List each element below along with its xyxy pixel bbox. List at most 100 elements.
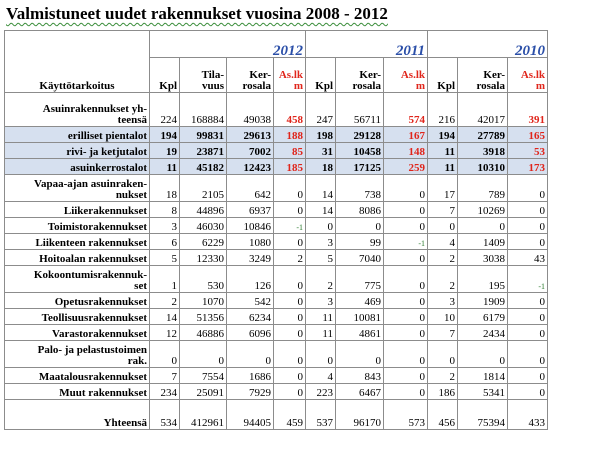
table-cell: 2 bbox=[427, 265, 458, 293]
col-kpl: Kpl bbox=[305, 57, 336, 93]
table-cell: 17125 bbox=[335, 158, 384, 175]
table-cell: 0 bbox=[273, 367, 306, 384]
table-cell: 186 bbox=[427, 383, 458, 400]
table-cell: 6229 bbox=[179, 233, 227, 250]
table-cell: 247 bbox=[305, 92, 336, 127]
table-cell: 126 bbox=[226, 265, 274, 293]
table-cell: 96170 bbox=[335, 399, 384, 430]
table-cell: 0 bbox=[383, 324, 428, 341]
table-cell: 0 bbox=[507, 174, 548, 202]
table-cell: 25091 bbox=[179, 383, 227, 400]
table-cell: 738 bbox=[335, 174, 384, 202]
table-cell: 0 bbox=[427, 340, 458, 368]
table-row: Liikerakennukset 8 44896 6937 0 14 8086 0 7 10269… bbox=[4, 201, 548, 218]
table-cell: 194 bbox=[427, 126, 458, 143]
table-cell: 433 bbox=[507, 399, 548, 430]
table-cell: 3918 bbox=[457, 142, 508, 159]
row-label: Asuinrakennukset yh- teensä bbox=[4, 92, 150, 127]
table-cell: 0 bbox=[457, 217, 508, 234]
table-row: Toimistorakennukset 3 46030 10846 -1 0 0 0 0 0 0 bbox=[4, 217, 548, 234]
table-cell: 6234 bbox=[226, 308, 274, 325]
table-cell: 2 bbox=[273, 249, 306, 266]
table-cell: 12423 bbox=[226, 158, 274, 175]
table-cell: 194 bbox=[149, 126, 180, 143]
table-cell: 0 bbox=[383, 265, 428, 293]
table-cell: 14 bbox=[305, 201, 336, 218]
col-asuntoja: As.lk m bbox=[507, 57, 548, 93]
table-cell: 2105 bbox=[179, 174, 227, 202]
table-cell: 45182 bbox=[179, 158, 227, 175]
table-row: Teollisuusrakennukset 14 51356 6234 0 11 10081… bbox=[4, 308, 548, 325]
table-cell: 0 bbox=[507, 201, 548, 218]
table-cell: 8086 bbox=[335, 201, 384, 218]
table-cell: 3038 bbox=[457, 249, 508, 266]
table-row: Asuinrakennukset yh- teensä 224 168884 4903… bbox=[4, 92, 548, 127]
table-cell: 0 bbox=[507, 324, 548, 341]
table-cell: 642 bbox=[226, 174, 274, 202]
table-cell: 10 bbox=[427, 308, 458, 325]
table-cell: 2 bbox=[305, 265, 336, 293]
table-cell: 391 bbox=[507, 92, 548, 127]
table-row: Yhteensä 534 412961 94405 459 537 96170 573 456 7… bbox=[4, 399, 548, 430]
table-cell: 51356 bbox=[179, 308, 227, 325]
table-cell: 49038 bbox=[226, 92, 274, 127]
table-cell: 6 bbox=[149, 233, 180, 250]
table-row: Palo- ja pelastustoimen rak. 0 0 0 0 0 0 0 0 0 0 bbox=[4, 340, 548, 368]
table-row: rivi- ja ketjutalot 19 23871 7002 85 31 10458 1… bbox=[4, 142, 548, 159]
table-cell: 574 bbox=[383, 92, 428, 127]
table-cell: 53 bbox=[507, 142, 548, 159]
col-kpl: Kpl bbox=[149, 57, 180, 93]
table-row: Liikenteen rakennukset 6 6229 1080 0 3 99 -1 4 14… bbox=[4, 233, 548, 250]
table-cell: 46886 bbox=[179, 324, 227, 341]
year-header-2011: 2011 bbox=[305, 30, 428, 58]
table-cell: 1814 bbox=[457, 367, 508, 384]
table-cell: -1 bbox=[507, 265, 548, 293]
col-asuntoja: As.lk m bbox=[273, 57, 306, 93]
row-label: Toimistorakennukset bbox=[4, 217, 150, 234]
table-row: erilliset pientalot 194 99831 29613 188 198 29… bbox=[4, 126, 548, 143]
table-cell: 7002 bbox=[226, 142, 274, 159]
table-cell: 6096 bbox=[226, 324, 274, 341]
table-cell: 27789 bbox=[457, 126, 508, 143]
table-cell: 56711 bbox=[335, 92, 384, 127]
table-cell: 6467 bbox=[335, 383, 384, 400]
table-cell: 530 bbox=[179, 265, 227, 293]
table-cell: 789 bbox=[457, 174, 508, 202]
table-cell: 0 bbox=[383, 217, 428, 234]
row-label: Muut rakennukset bbox=[4, 383, 150, 400]
table-cell: 0 bbox=[335, 217, 384, 234]
table-cell: 165 bbox=[507, 126, 548, 143]
row-label: Maatalousrakennukset bbox=[4, 367, 150, 384]
table-cell: 7 bbox=[149, 367, 180, 384]
purpose-label: Käyttötarkoitus bbox=[39, 80, 115, 92]
table-cell: 99 bbox=[335, 233, 384, 250]
table-cell: 1070 bbox=[179, 292, 227, 309]
table-cell: 18 bbox=[305, 158, 336, 175]
table-cell: 3249 bbox=[226, 249, 274, 266]
table-cell: 12330 bbox=[179, 249, 227, 266]
table-cell: 3 bbox=[305, 233, 336, 250]
row-label: Liikerakennukset bbox=[4, 201, 150, 218]
table-cell: 4861 bbox=[335, 324, 384, 341]
row-label: rivi- ja ketjutalot bbox=[4, 142, 150, 159]
table-cell: 0 bbox=[507, 383, 548, 400]
table-cell: 843 bbox=[335, 367, 384, 384]
table-cell: 775 bbox=[335, 265, 384, 293]
table-cell: 0 bbox=[179, 340, 227, 368]
table-cell: 0 bbox=[273, 201, 306, 218]
table-cell: 46030 bbox=[179, 217, 227, 234]
table-cell: 18 bbox=[149, 174, 180, 202]
blank-cell: Käyttötarkoitus bbox=[4, 30, 150, 93]
table-cell: 234 bbox=[149, 383, 180, 400]
table-row: Hoitoalan rakennukset 5 12330 3249 2 5 7040 0 2 3… bbox=[4, 249, 548, 266]
table-cell: 85 bbox=[273, 142, 306, 159]
table-cell: 0 bbox=[383, 308, 428, 325]
table-cell: 456 bbox=[427, 399, 458, 430]
table-cell: 11 bbox=[427, 158, 458, 175]
table-cell: 0 bbox=[273, 174, 306, 202]
table-cell: 7 bbox=[427, 201, 458, 218]
year-header-2012: 2012 bbox=[149, 30, 306, 58]
table-cell: 1 bbox=[149, 265, 180, 293]
table-cell: 0 bbox=[507, 292, 548, 309]
table-row: Opetusrakennukset 2 1070 542 0 3 469 0 3 1909 0 bbox=[4, 292, 548, 309]
